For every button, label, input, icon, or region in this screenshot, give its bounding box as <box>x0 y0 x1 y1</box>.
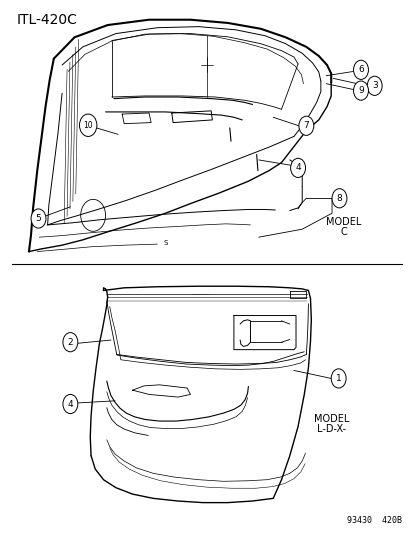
Text: 7: 7 <box>303 122 309 130</box>
Text: 9: 9 <box>357 86 363 95</box>
Text: 8: 8 <box>336 194 342 203</box>
Text: L-D-X-: L-D-X- <box>316 424 345 434</box>
Circle shape <box>63 333 78 352</box>
Text: S: S <box>163 239 167 246</box>
Text: 3: 3 <box>371 82 377 90</box>
Text: 4: 4 <box>294 164 300 172</box>
Circle shape <box>298 116 313 135</box>
Circle shape <box>353 81 368 100</box>
Text: 93430  420B: 93430 420B <box>346 516 401 525</box>
Text: ...........: ........... <box>191 290 210 296</box>
Text: 1: 1 <box>335 374 341 383</box>
Circle shape <box>330 369 345 388</box>
Circle shape <box>63 394 78 414</box>
Text: ITL-420C: ITL-420C <box>17 13 77 27</box>
Text: MODEL: MODEL <box>313 414 348 424</box>
Text: C: C <box>339 227 346 237</box>
Circle shape <box>31 209 46 228</box>
Text: 10: 10 <box>83 121 93 130</box>
Circle shape <box>79 114 97 136</box>
Circle shape <box>290 158 305 177</box>
Text: MODEL: MODEL <box>325 216 361 227</box>
Circle shape <box>353 60 368 79</box>
Circle shape <box>331 189 346 208</box>
Circle shape <box>366 76 381 95</box>
Text: 5: 5 <box>36 214 41 223</box>
Text: 2: 2 <box>67 338 73 346</box>
Text: 4: 4 <box>67 400 73 408</box>
Text: 6: 6 <box>357 66 363 74</box>
